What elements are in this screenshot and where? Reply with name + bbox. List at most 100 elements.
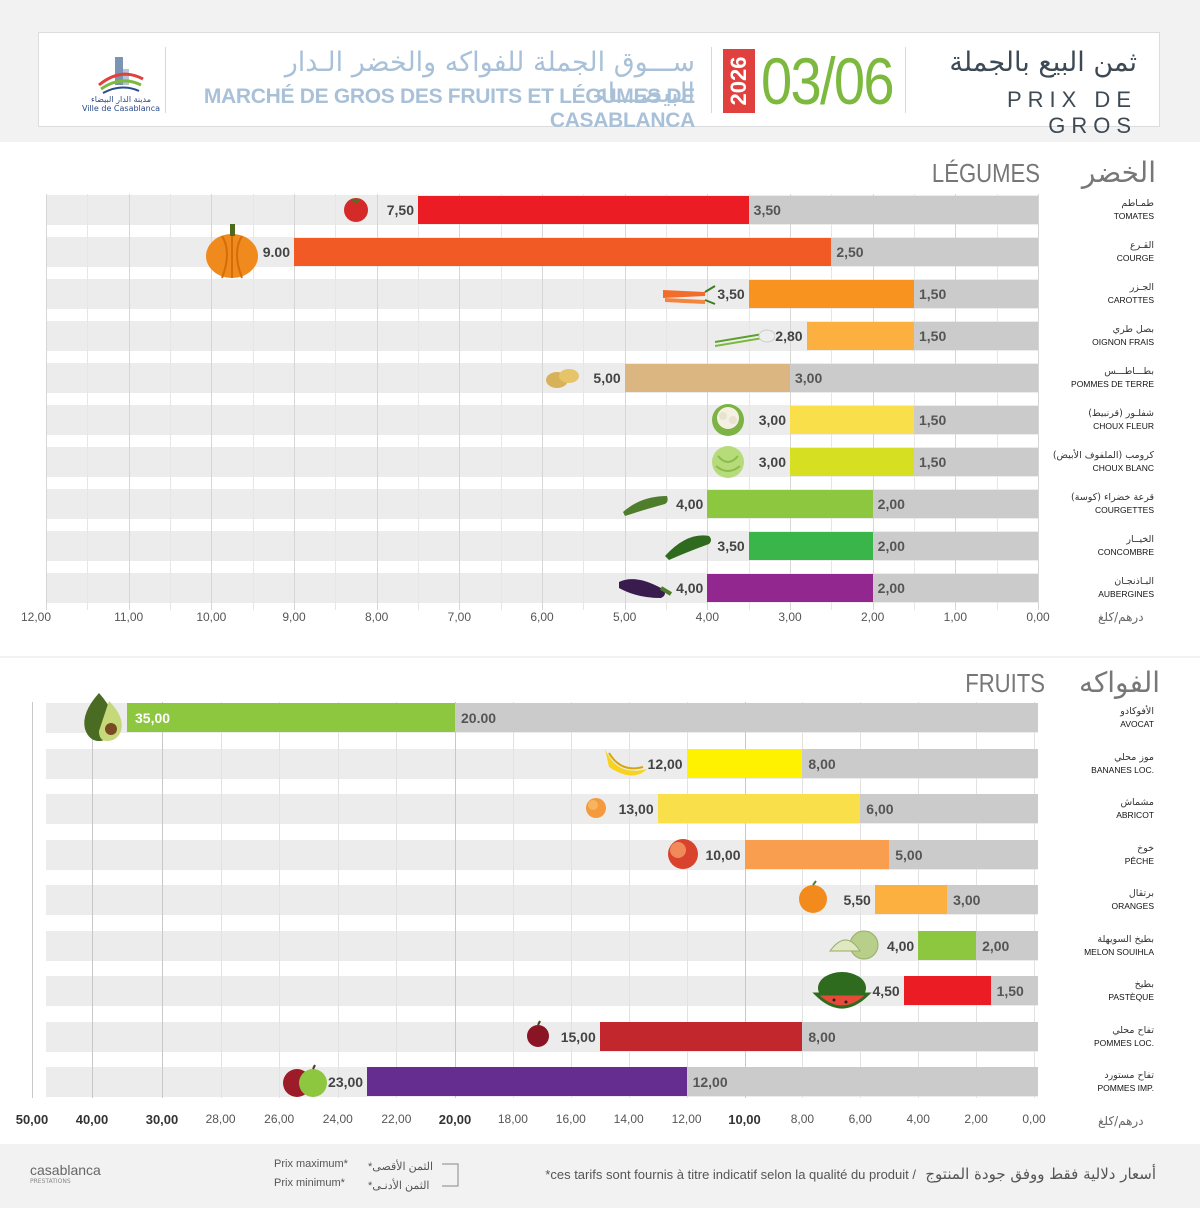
onion-icon <box>714 329 775 347</box>
gridline <box>748 194 750 610</box>
product-name-ar: خوخ <box>1137 842 1154 854</box>
gridline <box>686 702 688 1098</box>
price-max-label: 9.00 <box>262 244 290 260</box>
axis-tick-label: 10,00 <box>728 1112 761 1127</box>
product-name-ar: الخيــار <box>1126 534 1154 545</box>
price-min-bar <box>889 839 1038 869</box>
divider <box>711 47 712 113</box>
gridline <box>542 194 543 610</box>
footer-note-fr: *ces tarifs sont fournis à titre indicat… <box>545 1167 916 1182</box>
price-max-label: 15,00 <box>560 1028 596 1045</box>
price-max-label: 3,00 <box>758 454 786 470</box>
market-title-fr: MARCHÉ DE GROS DES FRUITS ET LÉGUMES DE … <box>203 85 695 132</box>
axis-tick-label: 26,00 <box>264 1112 295 1126</box>
product-name-ar: بطيخ <box>1134 979 1154 990</box>
product-name-fr: TOMATES <box>1113 211 1154 221</box>
price-max-label: 4,00 <box>676 496 704 512</box>
axis-tick-label: 2,00 <box>964 1112 988 1126</box>
price-max-bar <box>903 976 991 1005</box>
price-min-bar <box>990 976 1038 1005</box>
gridline <box>790 194 791 610</box>
axis-tick-label: 20,00 <box>438 1112 472 1127</box>
gridline <box>252 194 254 610</box>
product-name-ar: قرعة خضراء (كوسة) <box>1071 492 1154 503</box>
gridline <box>162 702 163 1098</box>
product-name-ar: الجـزر <box>1129 282 1154 293</box>
axis-tick-label: 8,00 <box>790 1112 815 1126</box>
price-max-label: 10,00 <box>705 846 741 863</box>
price-max-bar <box>624 364 790 392</box>
price-min-label: 20.00 <box>461 710 497 726</box>
price-max-label: 3,50 <box>717 286 745 302</box>
price-min-label: 2,00 <box>982 937 1010 954</box>
gridline <box>396 702 398 1098</box>
price-max-label: 3,50 <box>717 538 745 554</box>
gridline <box>583 194 585 610</box>
gridline <box>512 702 514 1098</box>
avocado-icon <box>84 693 122 741</box>
price-max-label: 35,00 <box>135 710 171 726</box>
product-name-fr: OIGNON FRAIS <box>1092 337 1154 347</box>
gridline <box>337 702 339 1098</box>
product-name-fr: PÊCHE <box>1124 855 1154 866</box>
vegetables-title-fr: LÉGUMES <box>931 158 1040 188</box>
price-min-bar <box>914 322 1038 350</box>
fruits-title-ar: الفواكه <box>1078 666 1160 699</box>
axis-unit: درهم/كلغ <box>1098 610 1144 624</box>
divider <box>905 47 906 113</box>
price-max-bar <box>707 574 873 602</box>
gridline <box>335 194 337 610</box>
axis-tick-label: 4,00 <box>906 1112 930 1126</box>
product-name-fr: ORANGES <box>1111 901 1154 911</box>
axis-tick-label: 14,00 <box>613 1112 644 1126</box>
price-min-bar <box>914 280 1038 308</box>
price-max-label: 12,00 <box>647 755 683 772</box>
market-title-ar: ســـوق الجملة للفواكه والخضر الـدار البي… <box>284 47 695 109</box>
axis-tick-label: 1,00 <box>943 610 968 624</box>
prix-title-fr: PRIX DE GROS <box>1006 87 1137 138</box>
product-name-fr: COURGETTES <box>1094 505 1154 515</box>
footer-note-ar: أسعار دلالية فقط ووفق جودة المنتوج <box>925 1165 1156 1183</box>
product-name-ar: كرومب (الملفوف الأبيض) <box>1052 450 1154 461</box>
price-min-bar <box>802 1021 1038 1051</box>
axis-tick-label: 4,00 <box>695 610 720 624</box>
price-min-label: 1,50 <box>919 328 947 344</box>
product-name-fr: PASTÈQUE <box>1108 992 1154 1002</box>
price-min-bar <box>872 490 1038 518</box>
axis-tick-label: 0,00 <box>1022 1112 1046 1126</box>
price-max-bar <box>874 885 948 914</box>
apples-imported-icon <box>283 1064 328 1097</box>
price-min-bar <box>914 448 1038 476</box>
gridline <box>32 702 33 1098</box>
city-logo-icon <box>98 57 144 94</box>
pumpkin-icon <box>206 224 258 279</box>
price-min-label: 2,00 <box>877 496 905 512</box>
product-name-fr: COURGE <box>1116 253 1154 263</box>
city-logo-fr: Ville de Casablanca <box>81 104 161 113</box>
price-max-label: 2,80 <box>775 328 803 344</box>
price-min-label: 2,00 <box>877 580 905 596</box>
product-name-ar: طمـاطم <box>1121 198 1154 209</box>
gridline <box>46 194 47 610</box>
gridline <box>87 194 89 610</box>
axis-tick-label: 9,00 <box>282 610 306 624</box>
year-badge: 2026 <box>723 49 755 113</box>
axis-tick-label: 8,00 <box>364 610 389 624</box>
axis-tick-label: 28,00 <box>205 1112 236 1126</box>
carrot-icon <box>662 285 716 305</box>
prix-title-ar: ثمن البيع بالجملة <box>949 47 1137 78</box>
eggplant-icon <box>619 579 673 598</box>
gridline <box>500 194 502 610</box>
potato-icon <box>545 369 579 388</box>
product-name-fr: POMMES IMP. <box>1097 1083 1154 1093</box>
legend-bracket-icon <box>442 1163 459 1187</box>
price-max-bar <box>748 280 914 308</box>
product-name-ar: شفلـور (قرنبيط) <box>1088 408 1154 419</box>
gridline <box>376 194 378 610</box>
gridline <box>455 702 456 1098</box>
axis-tick-label: 18,00 <box>497 1112 528 1126</box>
gridline <box>628 702 630 1098</box>
price-min-bar <box>947 885 1038 914</box>
price-min-label: 1,50 <box>919 412 947 428</box>
gridline <box>860 702 862 1098</box>
